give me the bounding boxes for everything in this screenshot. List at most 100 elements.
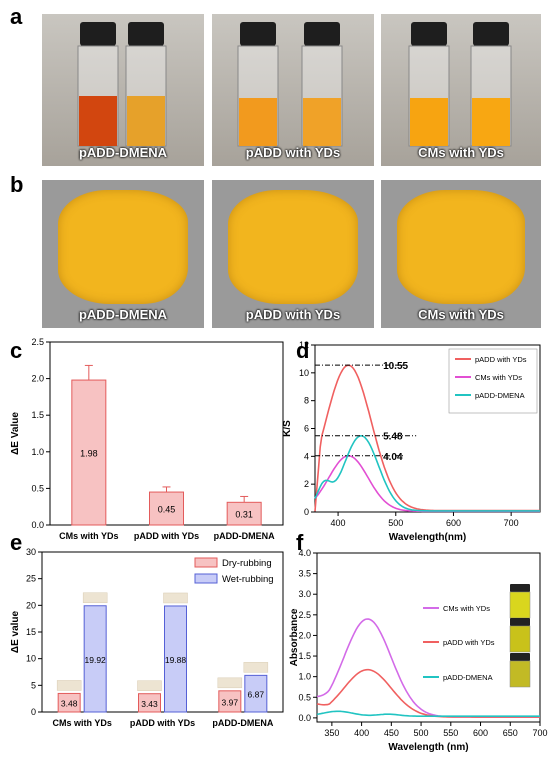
vial-caption-2: pADD with YDs bbox=[245, 145, 341, 160]
category-label: CMs with YDs bbox=[52, 718, 111, 728]
y-tick-label: 0.5 bbox=[298, 692, 311, 702]
y-tick-label: 0.0 bbox=[31, 520, 44, 530]
bar bbox=[164, 605, 187, 713]
vial-caption-1: pADD-DMENA bbox=[78, 145, 168, 160]
bar-value-label: 6.87 bbox=[248, 690, 265, 700]
panel-label-f: f bbox=[296, 530, 304, 555]
y-tick-label: 1.5 bbox=[298, 651, 311, 661]
bar bbox=[149, 491, 184, 526]
bar-value-label: 3.43 bbox=[141, 699, 158, 709]
vial-caption-3: CMs with YDs bbox=[418, 145, 504, 160]
vial-cap-icon bbox=[510, 584, 530, 592]
x-tick-label: 500 bbox=[414, 728, 429, 738]
category-label: pADD-DMENA bbox=[214, 531, 275, 541]
bar-value-label: 19.88 bbox=[165, 655, 187, 665]
x-tick-label: 700 bbox=[504, 518, 519, 528]
y-tick-label: 3.0 bbox=[298, 589, 311, 599]
y-tick-label: 15 bbox=[26, 627, 36, 637]
dyed-leather-sample bbox=[58, 190, 188, 304]
y-axis-label: ΔE value bbox=[10, 610, 21, 653]
plot-frame bbox=[316, 552, 541, 723]
vial-cap-icon bbox=[510, 618, 530, 626]
panel-label-b: b bbox=[10, 172, 24, 197]
y-tick-label: 10 bbox=[299, 368, 309, 378]
legend-label: CMs with YDs bbox=[443, 604, 490, 613]
legend-label: Wet-rubbing bbox=[222, 574, 274, 585]
category-label: CMs with YDs bbox=[59, 531, 118, 541]
y-tick-label: 0.0 bbox=[298, 713, 311, 723]
legend-label: pADD with YDs bbox=[475, 355, 527, 364]
y-tick-label: 1.0 bbox=[298, 672, 311, 682]
legend-label: Dry-rubbing bbox=[222, 558, 272, 569]
x-tick-label: 700 bbox=[532, 728, 547, 738]
series-line bbox=[314, 434, 540, 512]
y-axis-label: ΔE Value bbox=[10, 412, 21, 455]
fabric-swatch bbox=[137, 680, 162, 691]
panel-label-e: e bbox=[10, 530, 23, 555]
bar-value-label: 3.97 bbox=[222, 697, 239, 707]
bar-value-label: 3.48 bbox=[61, 699, 78, 709]
vial-photo-2: pADD with YDs bbox=[212, 14, 374, 166]
category-label: pADD-DMENA bbox=[212, 718, 273, 728]
legend-label: pADD-DMENA bbox=[443, 673, 493, 682]
bar-value-label: 0.45 bbox=[158, 505, 176, 515]
x-tick-label: 450 bbox=[384, 728, 399, 738]
x-axis-label: Wavelength (nm) bbox=[388, 742, 468, 753]
x-tick-label: 550 bbox=[443, 728, 458, 738]
series-line bbox=[316, 618, 540, 718]
vial-photo-1: pADD-DMENA bbox=[42, 14, 204, 166]
y-tick-label: 10 bbox=[26, 654, 36, 664]
peak-annotation: 10.55 bbox=[383, 361, 408, 372]
y-tick-label: 3.5 bbox=[298, 569, 311, 579]
fabric-swatch bbox=[163, 592, 188, 604]
legend-swatch bbox=[194, 557, 218, 568]
legend-label: CMs with YDs bbox=[475, 373, 522, 382]
y-tick-label: 4.0 bbox=[298, 548, 311, 558]
x-tick-label: 400 bbox=[354, 728, 369, 738]
peak-annotation: 5.48 bbox=[383, 432, 403, 443]
leather-caption-1: pADD-DMENA bbox=[78, 307, 168, 322]
leather-caption-3: CMs with YDs bbox=[418, 307, 504, 322]
x-tick-label: 650 bbox=[503, 728, 518, 738]
y-tick-label: 12 bbox=[299, 340, 309, 350]
y-tick-label: 2.0 bbox=[298, 630, 311, 640]
y-tick-label: 8 bbox=[304, 396, 309, 406]
bar bbox=[218, 690, 242, 713]
y-tick-label: 2 bbox=[304, 479, 309, 489]
y-tick-label: 20 bbox=[26, 600, 36, 610]
y-tick-label: 0 bbox=[304, 507, 309, 517]
y-tick-label: 2.0 bbox=[31, 374, 44, 384]
legend-label: pADD-DMENA bbox=[475, 391, 525, 400]
panel-label-c: c bbox=[10, 338, 23, 363]
y-tick-label: 0.5 bbox=[31, 483, 44, 493]
y-tick-label: 1.5 bbox=[31, 410, 44, 420]
dyed-leather-sample bbox=[228, 190, 358, 304]
legend-label: pADD with YDs bbox=[443, 638, 495, 647]
y-tick-label: 0 bbox=[31, 707, 36, 717]
series-line bbox=[316, 710, 540, 717]
bar bbox=[244, 674, 268, 713]
y-tick-label: 4 bbox=[304, 451, 309, 461]
x-tick-label: 350 bbox=[324, 728, 339, 738]
panel-label-a: a bbox=[10, 4, 23, 29]
category-label: pADD with YDs bbox=[130, 718, 195, 728]
leather-photo-1: pADD-DMENA bbox=[42, 180, 204, 328]
vial-pair-drawing bbox=[77, 22, 167, 147]
category-label: pADD with YDs bbox=[134, 531, 199, 541]
x-tick-label: 500 bbox=[388, 518, 403, 528]
bar bbox=[138, 693, 161, 713]
x-tick-label: 400 bbox=[331, 518, 346, 528]
vial-icon bbox=[509, 660, 531, 688]
fabric-swatch bbox=[82, 592, 108, 604]
fabric-swatch bbox=[243, 662, 269, 673]
bar bbox=[71, 379, 107, 526]
vial-pair-drawing bbox=[237, 22, 343, 147]
x-axis-label: Wavelength(nm) bbox=[389, 532, 466, 543]
bar bbox=[57, 692, 81, 713]
x-tick-label: 600 bbox=[446, 518, 461, 528]
y-tick-label: 30 bbox=[26, 547, 36, 557]
fabric-swatch bbox=[217, 677, 243, 689]
